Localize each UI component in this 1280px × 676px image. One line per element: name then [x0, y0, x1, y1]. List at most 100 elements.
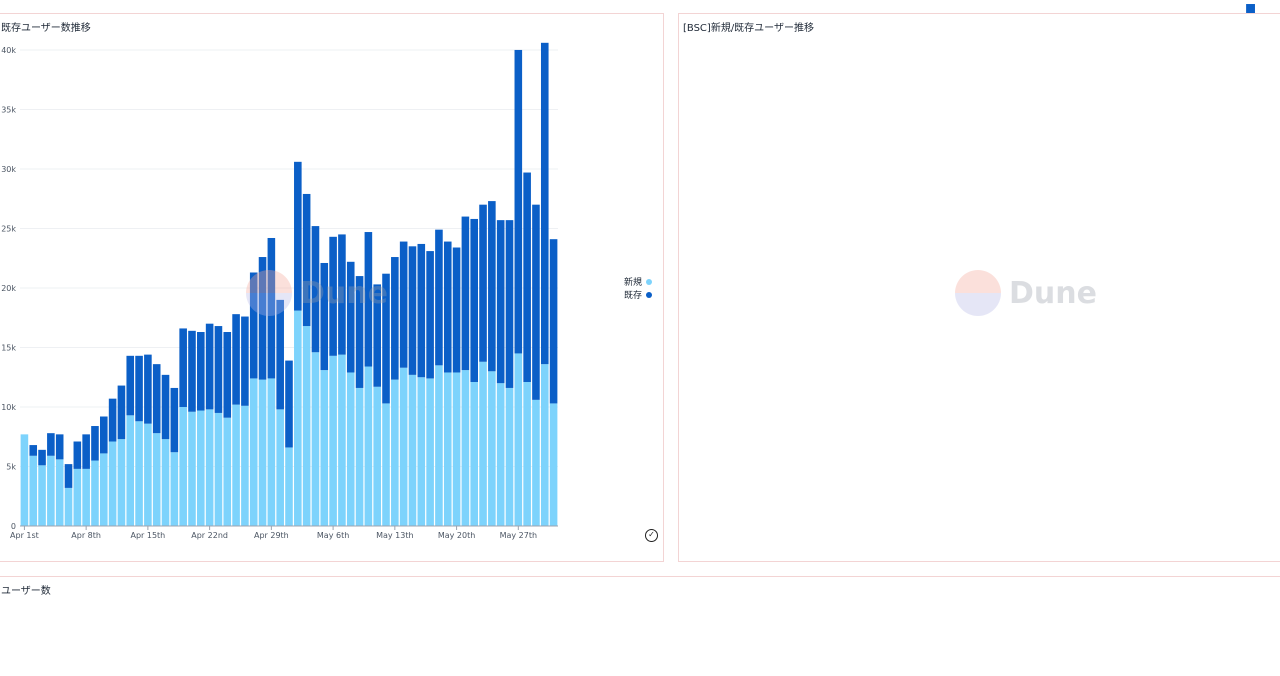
c1-bar-existing — [91, 426, 99, 461]
c1-bar-new — [373, 387, 381, 526]
c1-bar-existing — [462, 217, 470, 371]
c1-bar-existing — [100, 417, 108, 454]
c1-bar-new — [126, 415, 134, 526]
c1-bar-existing — [56, 434, 64, 459]
c1-bar-existing — [153, 364, 161, 433]
c1-bar-new — [56, 459, 64, 526]
c1-bar-new — [515, 353, 523, 526]
c1-bar-existing — [312, 226, 320, 352]
c1-bar-new — [47, 456, 55, 526]
c1-bar-new — [382, 403, 390, 526]
c1-bar-existing — [506, 220, 514, 388]
c1-bar-existing — [215, 326, 223, 413]
panel-title: [BSC]新規/既存ユーザー推移 — [683, 19, 814, 34]
c1-bar-existing — [400, 242, 408, 368]
c1-y-tick-label: 15k — [1, 343, 16, 352]
c1-bar-existing — [382, 274, 390, 404]
c1-x-tick-label: Apr 8th — [71, 531, 101, 540]
c1-bar-existing — [285, 361, 293, 448]
c1-bar-existing — [541, 43, 549, 364]
c1-bar-existing — [479, 205, 487, 362]
legend-dot-new-icon — [646, 279, 652, 285]
c1-bar-existing — [250, 273, 258, 379]
c1-y-tick-label: 10k — [1, 403, 16, 412]
c1-bar-existing — [241, 317, 249, 406]
c1-bar-existing — [444, 242, 452, 373]
c1-bar-existing — [418, 244, 426, 377]
c1-bar-existing — [179, 328, 187, 407]
c1-bar-existing — [435, 230, 443, 366]
c1-bar-new — [320, 370, 328, 526]
c1-bar-new — [294, 311, 302, 526]
c1-bar-new — [100, 453, 108, 526]
c1-x-tick-label: Apr 1st — [10, 531, 39, 540]
c1-x-tick-label: Apr 22nd — [191, 531, 228, 540]
c1-bar-new — [541, 364, 549, 526]
c1-bar-existing — [391, 257, 399, 380]
c1-bar-new — [550, 403, 558, 526]
panel-title: ユーザー数 — [1, 582, 51, 597]
c1-bar-new — [523, 382, 531, 526]
c1-bar-new — [347, 372, 355, 526]
c1-bar-new — [462, 370, 470, 526]
c1-bar-existing — [320, 263, 328, 370]
c1-y-tick-label: 0 — [11, 522, 16, 531]
c1-bar-existing — [515, 50, 523, 353]
c1-bar-new — [426, 378, 434, 526]
c1-x-tick-label: Apr 29th — [254, 531, 289, 540]
c1-bar-existing — [135, 356, 143, 421]
c1-bar-new — [250, 378, 258, 526]
c1-bar-existing — [329, 237, 337, 356]
c1-y-tick-label: 25k — [1, 224, 16, 233]
c1-bar-new — [435, 365, 443, 526]
c1-bar-existing — [171, 388, 179, 452]
c1-bar-existing — [118, 386, 126, 440]
c1-bar-existing — [162, 375, 170, 439]
c1-bar-new — [365, 367, 373, 526]
c1-y-tick-label: 5k — [6, 462, 16, 471]
c1-bar-new — [356, 388, 364, 526]
c1-bar-existing — [453, 248, 461, 373]
c1-bar-existing — [409, 246, 417, 375]
legend-label-existing: 既存 — [624, 288, 642, 301]
c1-bar-new — [29, 456, 37, 526]
c1-bar-existing — [188, 331, 196, 412]
c1-bar-new — [232, 405, 240, 526]
c1-bar-new — [470, 382, 478, 526]
c1-x-tick-label: May 20th — [438, 531, 475, 540]
c1-bar-new — [338, 355, 346, 526]
c1-bar-new — [65, 488, 73, 526]
c1-bar-existing — [232, 314, 240, 404]
c1-bar-new — [506, 388, 514, 526]
c1-bar-new — [144, 424, 152, 526]
c1-bar-new — [38, 465, 46, 526]
chart-legend[interactable]: 新規 既存 — [604, 275, 652, 301]
c1-bar-new — [21, 434, 29, 526]
c1-bar-existing — [373, 284, 381, 386]
c1-bar-existing — [38, 450, 46, 465]
c1-bar-new — [285, 447, 293, 526]
c1-bar-new — [215, 413, 223, 526]
c1-bar-new — [418, 377, 426, 526]
c1-bar-existing — [365, 232, 373, 366]
c1-bar-existing — [223, 332, 231, 418]
c1-bar-new — [74, 469, 82, 526]
c1-bar-existing — [65, 464, 73, 488]
c1-bar-new — [488, 371, 496, 526]
user-count-panel: ユーザー数 — [0, 576, 1280, 676]
checkmark-icon[interactable]: ✓ — [645, 529, 658, 542]
bsc-user-trend-panel: [BSC]新規/既存ユーザー推移 — [678, 13, 1280, 562]
c1-bar-existing — [488, 201, 496, 371]
c1-bar-existing — [206, 324, 214, 410]
c1-bar-new — [453, 372, 461, 526]
c1-bar-new — [312, 352, 320, 526]
c1-bar-new — [479, 362, 487, 526]
c1-bar-existing — [532, 205, 540, 400]
c1-bar-new — [532, 400, 540, 526]
c1-bar-new — [223, 418, 231, 526]
c1-bar-new — [109, 442, 117, 526]
legend-item-existing[interactable]: 既存 — [604, 288, 652, 301]
legend-item-new[interactable]: 新規 — [604, 275, 652, 288]
c1-bar-existing — [426, 251, 434, 378]
c1-x-tick-label: Apr 15th — [130, 531, 165, 540]
